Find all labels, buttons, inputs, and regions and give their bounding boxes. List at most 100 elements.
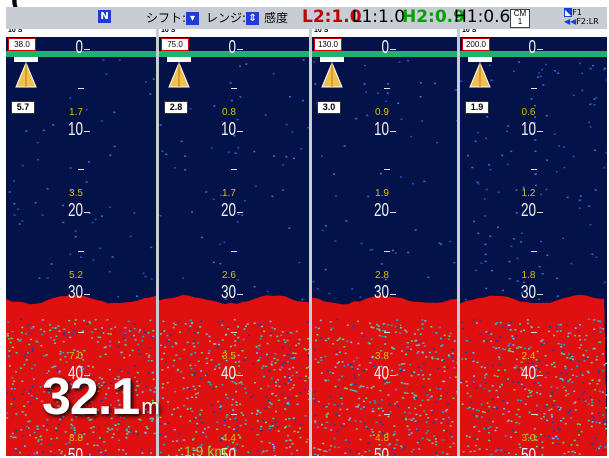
seabed-speckle: [511, 350, 514, 353]
seabed-speckle: [174, 341, 177, 344]
seabed-speckle: [597, 320, 600, 322]
seabed-speckle: [422, 363, 425, 365]
seabed-speckle: [111, 428, 114, 430]
seabed-speckle: [216, 346, 219, 348]
noise-echo: [454, 88, 457, 91]
noise-echo: [562, 237, 565, 240]
seabed-speckle: [544, 376, 547, 379]
noise-echo: [36, 141, 39, 144]
shift-control[interactable]: シフト: ▾: [146, 9, 200, 26]
surface-echo: [460, 51, 607, 57]
seabed-speckle: [514, 329, 517, 331]
seabed-speckle: [119, 416, 122, 419]
seabed-speckle: [587, 403, 590, 405]
seabed-speckle: [418, 448, 421, 450]
seabed-speckle: [446, 367, 449, 369]
seabed-speckle: [81, 436, 84, 438]
noise-echo: [533, 122, 536, 124]
seabed-speckle: [126, 384, 129, 386]
gain-h2[interactable]: H2:0.9: [402, 7, 465, 27]
seabed-speckle: [529, 437, 532, 440]
seabed-speckle: [550, 393, 553, 396]
noise-echo: [578, 199, 581, 201]
seabed-speckle: [540, 433, 543, 436]
seabed-speckle: [355, 390, 358, 393]
noise-echo: [589, 223, 592, 226]
echo-panel-3[interactable]: 10 S 130.0 3.0 0 10 20 30 40 50 0.9 1.9 2.8 3.8 4.8: [312, 29, 462, 456]
seabed-speckle: [486, 363, 489, 366]
seabed-speckle: [136, 371, 139, 374]
seabed-speckle: [253, 322, 256, 324]
seabed-speckle: [295, 330, 298, 333]
noise-echo: [233, 289, 236, 292]
seabed-speckle: [507, 410, 510, 413]
seabed-speckle: [605, 427, 607, 430]
echo-panel-4[interactable]: 10 S 200.0 1.9 0 10 20 30 40 50 0.6 1.2 1.8 2.4 3.0: [460, 29, 607, 456]
seabed-speckle: [56, 413, 59, 416]
seabed-speckle: [238, 382, 241, 384]
seabed-speckle: [515, 365, 518, 367]
seabed-speckle: [151, 371, 154, 374]
seabed-speckle: [412, 417, 415, 420]
seabed-speckle: [165, 361, 168, 363]
seabed-speckle: [171, 345, 174, 348]
seabed-speckle: [173, 408, 176, 410]
echo-panel-2[interactable]: 10 S 75.0 2.8 0 10 20 30 40 50 0.8 1.7 2.6 3.5 4.4: [159, 29, 309, 456]
noise-echo: [245, 63, 248, 65]
seabed-speckle: [504, 369, 507, 371]
north-up-button[interactable]: N: [98, 9, 111, 23]
seabed-speckle: [234, 344, 237, 347]
seabed-speckle: [324, 355, 327, 358]
seabed-speckle: [581, 374, 584, 376]
seabed-speckle: [535, 391, 538, 394]
noise-echo: [477, 232, 480, 235]
noise-echo: [516, 280, 519, 282]
noise-echo: [592, 64, 595, 67]
seabed-speckle: [39, 386, 42, 388]
seabed-speckle: [304, 349, 307, 351]
seabed-speckle: [577, 434, 580, 436]
seabed-speckle: [462, 327, 465, 330]
gain-l1[interactable]: L1:1.0: [352, 7, 406, 27]
function-keys[interactable]: ◣F1 ◀◀F2:LR: [564, 8, 599, 26]
seabed-speckle: [449, 376, 452, 379]
noise-echo: [483, 215, 486, 217]
noise-echo: [400, 118, 403, 121]
seabed-speckle: [171, 413, 174, 416]
seabed-speckle: [320, 359, 323, 362]
seabed-speckle: [235, 401, 238, 404]
seabed-speckle: [351, 383, 354, 386]
seabed-speckle: [47, 391, 50, 394]
seabed-speckle: [12, 397, 15, 400]
seabed-speckle: [231, 398, 234, 401]
echo-panel-1[interactable]: 10 S 38.0 5.7 0 10 20 30 40 50 1.7 3.5 5.2 7.0 8.8: [6, 29, 156, 456]
seabed-speckle: [109, 345, 112, 347]
gain-l2[interactable]: L2:1.0: [302, 7, 362, 27]
seabed-speckle: [159, 344, 162, 347]
seabed-speckle: [73, 349, 76, 351]
noise-echo: [497, 191, 500, 194]
seabed-speckle: [216, 428, 219, 431]
noise-echo: [272, 72, 275, 75]
seabed-speckle: [589, 396, 592, 398]
noise-echo: [18, 223, 21, 225]
noise-echo: [541, 272, 544, 275]
depth-tick-label: 40: [220, 363, 236, 383]
seabed-speckle: [578, 347, 581, 349]
range-control[interactable]: レンジ: ⇕: [206, 9, 260, 26]
cm-chip[interactable]: CM 1: [510, 9, 530, 28]
seabed-speckle: [221, 383, 224, 386]
seabed-speckle: [313, 348, 316, 351]
seabed-speckle: [449, 332, 452, 335]
seabed-speckle: [454, 376, 457, 378]
seabed-speckle: [161, 358, 164, 360]
seabed-speckle: [271, 443, 274, 446]
seabed-speckle: [518, 416, 521, 418]
seabed-speckle: [511, 335, 514, 337]
seabed-speckle: [567, 353, 570, 355]
seabed-speckle: [29, 434, 32, 437]
seabed-speckle: [410, 450, 413, 453]
seabed-speckle: [378, 414, 381, 417]
gain-h1[interactable]: H1:0.6: [454, 7, 511, 27]
seabed-speckle: [406, 392, 409, 394]
